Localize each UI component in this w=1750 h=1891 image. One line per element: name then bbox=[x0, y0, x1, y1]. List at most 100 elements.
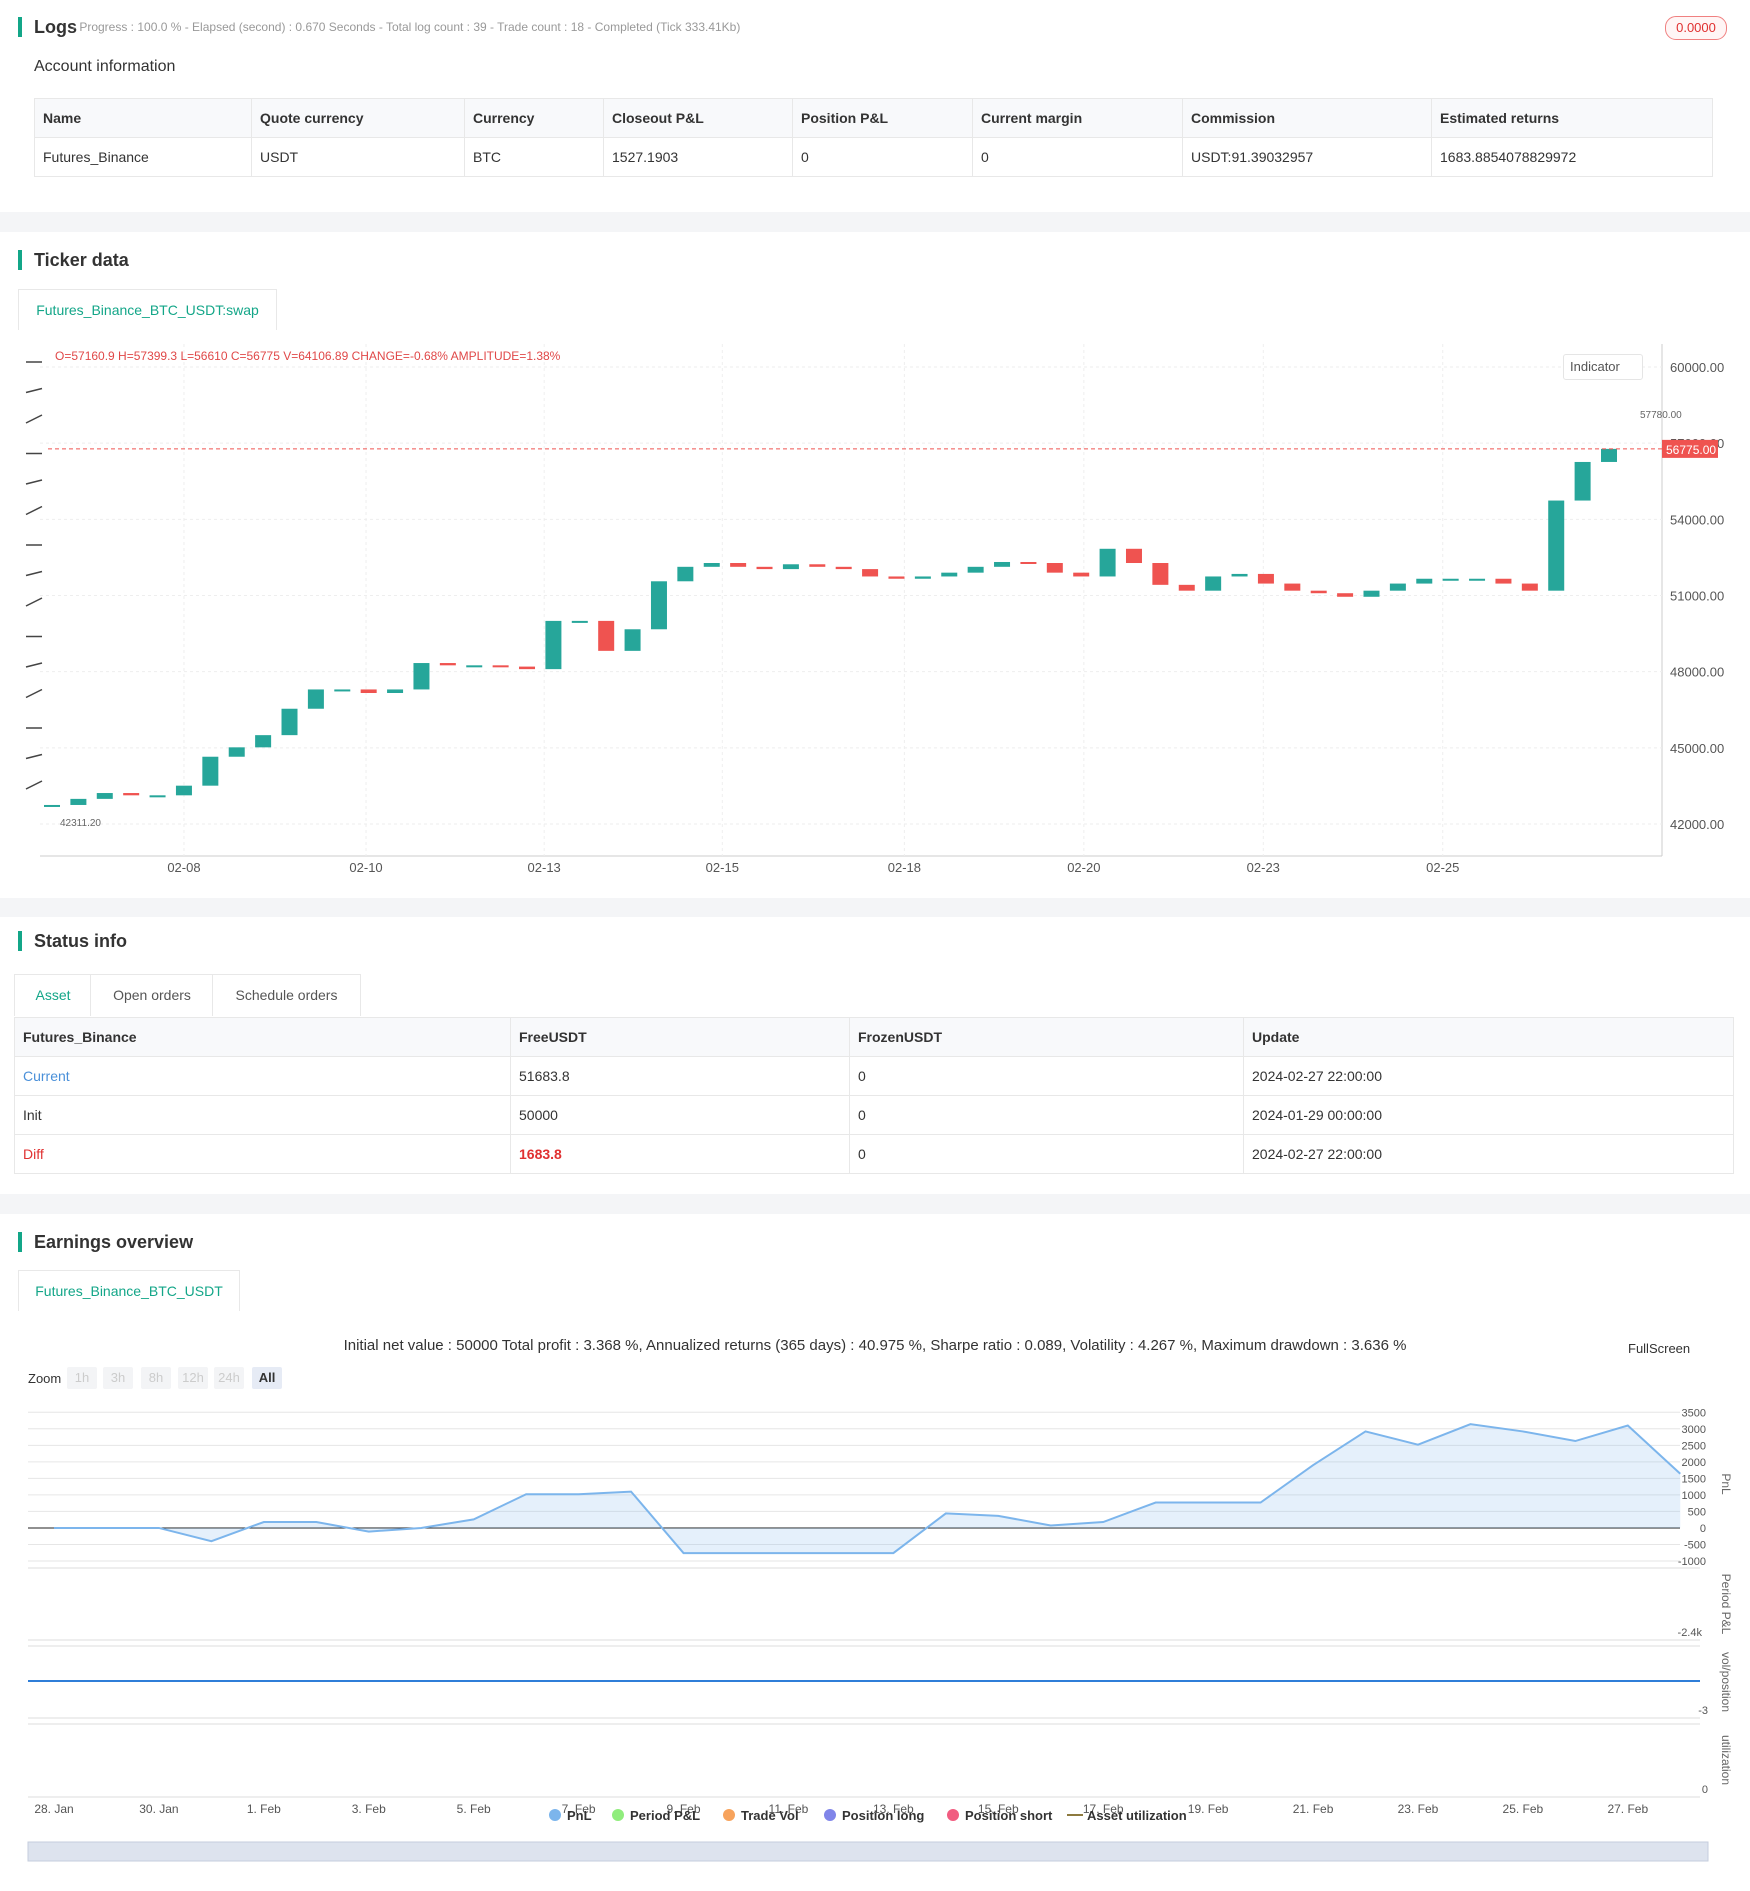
y-tick-label: 1500 bbox=[1682, 1473, 1706, 1485]
candle bbox=[756, 566, 773, 570]
y-tick-label: -1000 bbox=[1678, 1556, 1706, 1568]
profit-badge: 0.0000 bbox=[1665, 16, 1727, 40]
x-tick-label: 28. Jan bbox=[34, 1802, 73, 1816]
x-tick-label: 1. Feb bbox=[247, 1802, 281, 1816]
zoom-button[interactable]: 12h bbox=[178, 1367, 208, 1389]
candle bbox=[1442, 578, 1459, 581]
x-tick-label: 02-23 bbox=[1247, 860, 1280, 875]
candle bbox=[1337, 593, 1354, 597]
table-cell: 0 bbox=[973, 138, 1183, 177]
table-cell: Name bbox=[35, 99, 252, 138]
indicator-button[interactable]: Indicator bbox=[1563, 354, 1643, 380]
navigator bbox=[27, 1841, 1709, 1862]
x-tick-label: 02-13 bbox=[528, 860, 561, 875]
pnl-area bbox=[54, 1424, 1681, 1554]
tool-icon bbox=[25, 570, 43, 577]
legend-label: Position short bbox=[965, 1808, 1053, 1823]
y-tick-label: 2000 bbox=[1682, 1457, 1706, 1469]
candle bbox=[571, 620, 588, 623]
table-cell: Estimated returns bbox=[1432, 99, 1713, 138]
low-label: 42311.20 bbox=[60, 818, 101, 829]
zoom-button[interactable]: 8h bbox=[141, 1367, 171, 1389]
candle bbox=[1284, 583, 1301, 591]
tool-icon bbox=[25, 597, 43, 607]
tool-icon bbox=[25, 479, 43, 485]
y-tick-label: 3500 bbox=[1682, 1407, 1706, 1419]
x-tick-label: 02-18 bbox=[888, 860, 921, 875]
candle bbox=[1231, 573, 1248, 577]
candle bbox=[1073, 572, 1090, 577]
table-cell: Futures_Binance bbox=[15, 1018, 511, 1057]
ticker-title: Ticker data bbox=[18, 250, 129, 270]
candle bbox=[650, 581, 667, 630]
pnl-line bbox=[54, 1423, 1681, 1555]
legend-label: Trade Vol bbox=[741, 1808, 799, 1823]
y-tick-label: 45000.00 bbox=[1670, 741, 1724, 756]
y-tick-label: 2500 bbox=[1682, 1440, 1706, 1452]
table-cell: 1527.1903 bbox=[604, 138, 793, 177]
table-cell: FrozenUSDT bbox=[850, 1018, 1244, 1057]
candle bbox=[439, 663, 456, 666]
tab-asset[interactable]: Asset bbox=[14, 974, 92, 1016]
earnings-title: Earnings overview bbox=[18, 1232, 193, 1252]
fullscreen-button[interactable]: FullScreen bbox=[1628, 1341, 1691, 1356]
ticker-tab[interactable]: Futures_Binance_BTC_USDT:swap bbox=[18, 289, 277, 330]
table-cell: Futures_Binance bbox=[35, 138, 252, 177]
candle bbox=[228, 747, 245, 757]
candle bbox=[598, 620, 615, 651]
zoom-button[interactable]: 3h bbox=[103, 1367, 133, 1389]
candle bbox=[255, 735, 272, 748]
separator bbox=[0, 898, 1750, 917]
candle bbox=[1363, 590, 1380, 597]
x-tick-label: 3. Feb bbox=[352, 1802, 386, 1816]
table-cell: Init bbox=[15, 1096, 511, 1135]
x-tick-label: 15. Feb bbox=[978, 1802, 1019, 1816]
candle bbox=[1416, 578, 1433, 584]
candle bbox=[730, 563, 747, 567]
y-tick-label: 54000.00 bbox=[1670, 512, 1724, 527]
last-price-tag bbox=[1662, 439, 1718, 458]
panel-tick-label: 0 bbox=[1702, 1784, 1708, 1796]
table-cell: Currency bbox=[465, 99, 604, 138]
candle bbox=[835, 566, 852, 570]
legend-symbol bbox=[947, 1809, 959, 1821]
table-cell: BTC bbox=[465, 138, 604, 177]
tool-icon bbox=[25, 505, 43, 516]
table-cell: Current bbox=[15, 1057, 511, 1096]
table-cell: 2024-01-29 00:00:00 bbox=[1244, 1096, 1734, 1135]
candle bbox=[703, 563, 720, 567]
zoom-label: Zoom bbox=[28, 1371, 62, 1386]
zoom-button[interactable]: 24h bbox=[214, 1367, 244, 1389]
candle bbox=[44, 804, 60, 807]
zoom-button[interactable]: 1h bbox=[67, 1367, 97, 1389]
tool-icon bbox=[25, 753, 43, 760]
candle bbox=[967, 566, 984, 573]
candle bbox=[1495, 578, 1512, 584]
y-tick-label: 500 bbox=[1688, 1506, 1706, 1518]
separator bbox=[0, 212, 1750, 232]
logs-status: - Progress : 100.0 % - Elapsed (second) … bbox=[72, 20, 741, 34]
zoom-button[interactable]: All bbox=[252, 1367, 282, 1389]
candle bbox=[466, 665, 483, 668]
legend-label: Period P&L bbox=[630, 1808, 700, 1823]
x-tick-label: 17. Feb bbox=[1083, 1802, 1124, 1816]
candle bbox=[1548, 500, 1565, 591]
panel-tick-label: -3 bbox=[1698, 1705, 1708, 1717]
tab-open-orders[interactable]: Open orders bbox=[90, 974, 214, 1016]
candle bbox=[70, 798, 87, 805]
x-tick-label: 02-10 bbox=[349, 860, 382, 875]
table-cell: 2024-02-27 22:00:00 bbox=[1244, 1057, 1734, 1096]
tool-icon bbox=[25, 387, 43, 394]
candle bbox=[281, 708, 298, 736]
x-tick-label: 13. Feb bbox=[873, 1802, 914, 1816]
x-tick-label: 21. Feb bbox=[1293, 1802, 1334, 1816]
earnings-tab[interactable]: Futures_Binance_BTC_USDT bbox=[18, 1270, 240, 1311]
candle bbox=[1257, 573, 1274, 584]
tab-schedule-orders[interactable]: Schedule orders bbox=[212, 974, 361, 1016]
candle bbox=[1574, 461, 1591, 501]
panel-label: vol/position bbox=[1719, 1652, 1733, 1712]
tool-icon bbox=[25, 662, 43, 668]
table-cell: 1683.8 bbox=[511, 1135, 850, 1174]
candle bbox=[1099, 548, 1116, 577]
x-tick-label: 02-20 bbox=[1067, 860, 1100, 875]
